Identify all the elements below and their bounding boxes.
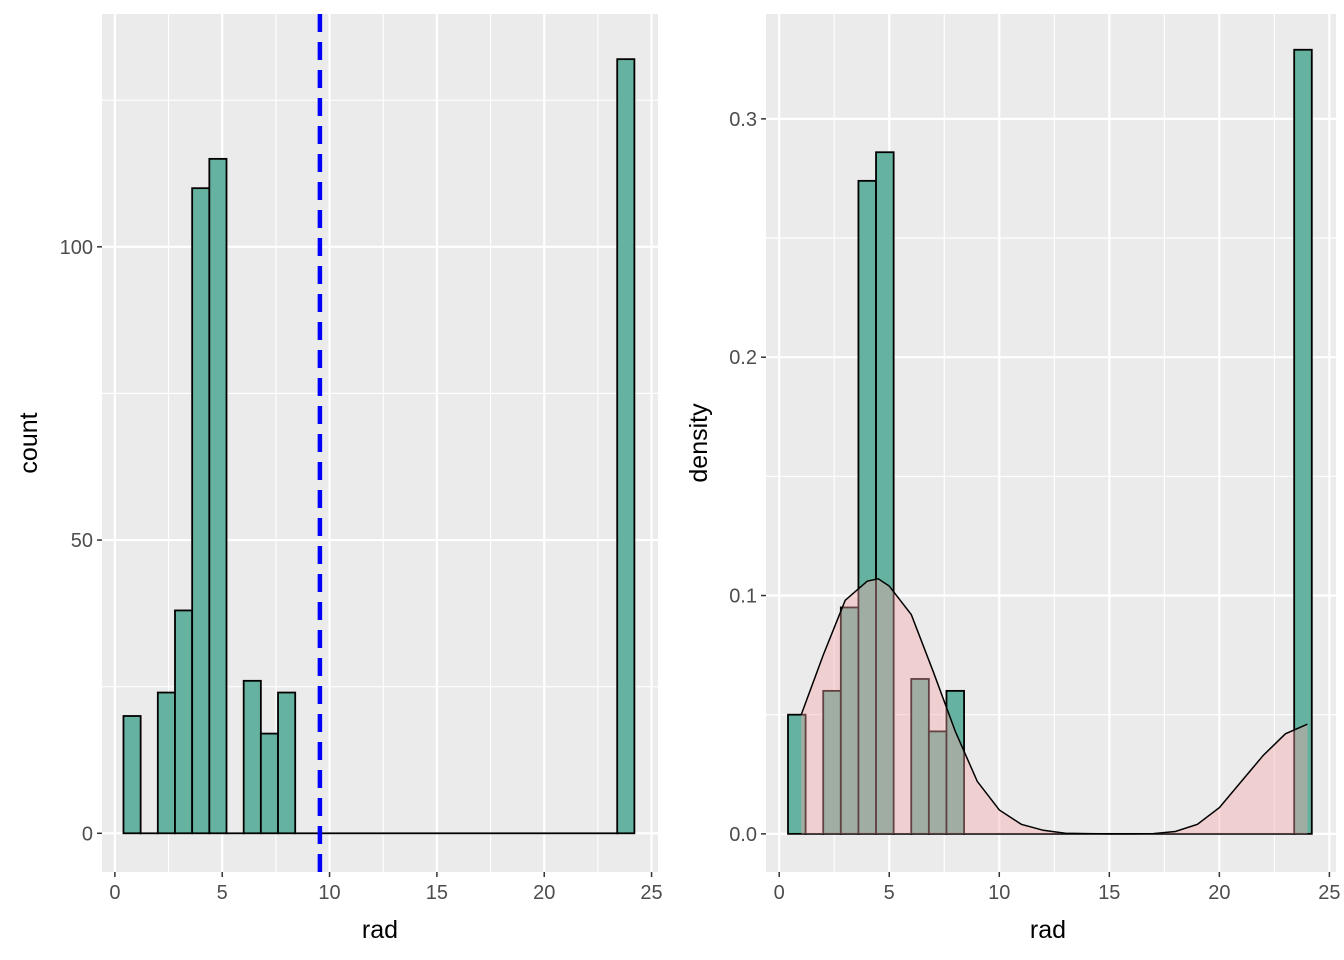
left-histogram-bar [174,609,194,835]
right-y-tick-label: 0.2 [729,347,757,369]
right-y-tick-label: 0.0 [729,824,757,846]
right-y-tick-label: 0.3 [729,109,757,131]
left-x-axis-title: rad [362,916,398,944]
left-histogram-bar [242,679,262,835]
left-histogram-bar [208,157,228,835]
right-x-axis-title: rad [1030,916,1066,944]
right-panel-density [800,578,1308,835]
right-y-tick-label: 0.1 [729,586,757,608]
left-x-tick-label: 25 [640,882,662,904]
left-histogram-bar [156,691,176,835]
left-x-tick-label: 20 [533,882,555,904]
right-histogram-bar [787,713,807,835]
left-histogram-bar [122,715,142,835]
left-y-tick-label: 50 [71,530,93,552]
right-panel-bars [787,48,1313,835]
left-y-axis-title: count [15,412,43,473]
right-x-tick-label: 0 [774,882,785,904]
right-x-tick-label: 25 [1318,882,1340,904]
right-x-tick-label: 20 [1208,882,1230,904]
right-panel-axes: 0 5 10 15 20 25 0.0 0.1 0.2 0.3 [729,109,1340,904]
right-histogram-bar [1293,48,1313,835]
right-x-tick-label: 10 [988,882,1010,904]
left-x-tick-label: 15 [426,882,448,904]
left-chart-panel: 0 5 10 15 20 25 0 50 100 rad count [15,14,663,944]
left-panel-bars [122,14,636,872]
left-histogram-bar [259,732,279,835]
right-x-tick-label: 5 [884,882,895,904]
left-panel-axes: 0 5 10 15 20 25 0 50 100 [60,237,663,904]
left-histogram-bar [277,691,297,835]
right-chart-panel: 0 5 10 15 20 25 0.0 0.1 0.2 0.3 rad density [685,14,1341,944]
right-x-tick-label: 15 [1098,882,1120,904]
left-x-tick-label: 5 [217,882,228,904]
density-area [801,578,1308,834]
left-histogram-bar [191,187,211,835]
left-histogram-bar [616,58,636,835]
density-curve [800,578,1308,835]
right-histogram-bar [875,151,895,835]
right-y-axis-title: density [685,403,713,483]
left-x-tick-label: 10 [318,882,340,904]
left-y-tick-label: 0 [82,823,93,845]
left-x-tick-label: 0 [109,882,120,904]
left-y-tick-label: 100 [60,237,93,259]
right-histogram-bar [945,689,965,835]
